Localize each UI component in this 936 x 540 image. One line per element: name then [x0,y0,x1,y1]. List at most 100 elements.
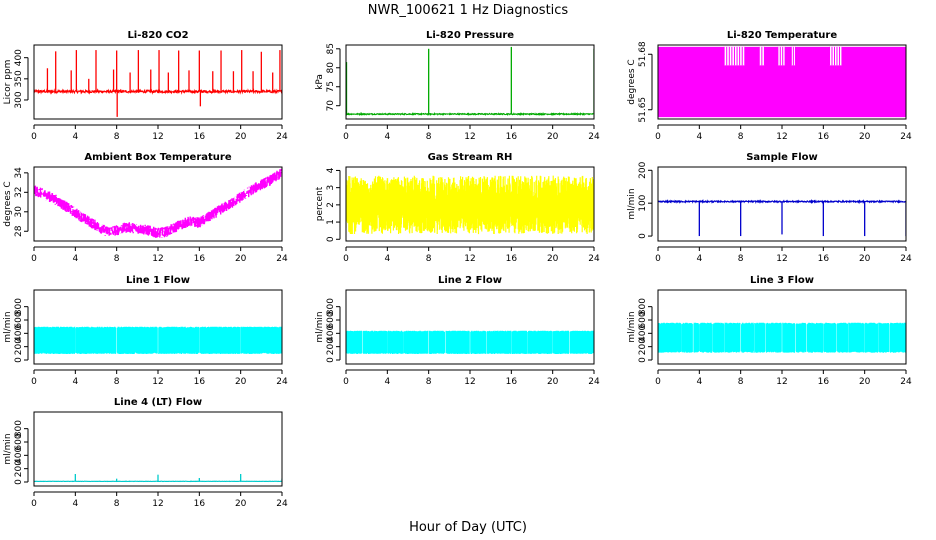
x-tick-label: 0 [655,254,661,264]
y-tick-label: 0 [14,357,24,363]
panel-title: Line 2 Flow [438,275,502,286]
plot-frame [657,166,907,242]
x-tick-label: 0 [31,132,37,142]
panel-6: Line 1 Flow ml/min 0 4 8 12 16 20 24 0 20040060080… [3,275,288,387]
x-tick-label: 12 [464,377,475,387]
x-tick-label: 24 [900,254,912,264]
y-tick-label: 400 [14,446,24,463]
plot-frame [33,44,283,120]
x-tick-label: 12 [464,132,475,142]
x-axis: 0 4 8 12 16 20 24 [655,246,912,264]
y-tick-label: 100 [638,194,648,211]
y-axis-label: ml/min [315,311,325,342]
x-axis: 0 4 8 12 16 20 24 [343,369,600,387]
series-7 [346,330,594,354]
x-tick-label: 0 [343,132,349,142]
y-tick-label: 0 [638,233,648,239]
x-tick-label: 8 [114,254,120,264]
x-tick-label: 16 [194,254,206,264]
x-axis: 0 4 8 12 16 20 24 [31,491,288,509]
plot-frame [33,411,283,487]
x-tick-label: 16 [194,132,206,142]
data-band [346,330,594,354]
y-tick-label: 400 [326,324,336,341]
panel-title: Line 4 (LT) Flow [114,397,202,408]
y-axis-label: ml/min [3,433,13,464]
x-tick-label: 20 [859,132,871,142]
y-tick-label: 30 [14,206,24,218]
x-tick-label: 8 [738,254,744,264]
x-tick-label: 8 [114,377,120,387]
x-tick-label: 4 [72,132,78,142]
y-tick-label: 80 [326,62,336,74]
series-2 [658,46,906,118]
y-tick-label: 1 [326,219,336,225]
panel-title: Sample Flow [746,152,818,163]
panel-9: Line 4 (LT) Flow ml/min 0 4 8 12 16 20 24 0 200400… [3,397,288,509]
x-tick-label: 0 [31,499,37,509]
y-tick-label: 800 [638,298,648,315]
x-tick-label: 0 [31,377,37,387]
x-tick-label: 4 [696,254,702,264]
x-axis: 0 4 8 12 16 20 24 [31,124,288,142]
panel-title: Li-820 CO2 [127,30,188,41]
y-axis-label: kPa [315,74,325,90]
y-tick-label: 400 [14,324,24,341]
y-tick-label: 800 [326,298,336,315]
panel-title: Line 3 Flow [750,275,814,286]
x-tick-label: 4 [696,132,702,142]
y-axis-label: percent [315,186,325,221]
y-tick-label: 28 [14,225,24,237]
x-tick-label: 8 [114,132,120,142]
y-axis-label: ml/min [3,311,13,342]
x-tick-label: 8 [738,377,744,387]
y-tick-label: 4 [326,167,336,173]
y-tick-label: 200 [638,338,648,355]
x-tick-label: 12 [152,377,163,387]
x-tick-label: 16 [194,499,206,509]
y-tick-label: 2 [326,202,336,208]
y-tick-label: 32 [14,187,24,198]
x-tick-label: 4 [384,254,390,264]
y-tick-label: 0 [638,357,648,363]
x-tick-label: 8 [738,132,744,142]
y-tick-label: 300 [14,91,24,108]
panel-8: Line 3 Flow ml/min 0 4 8 12 16 20 24 0 20040060080… [627,275,912,387]
x-axis: 0 4 8 12 16 20 24 [655,124,912,142]
y-tick-label: 0 [326,236,336,242]
x-tick-label: 16 [506,254,518,264]
x-tick-label: 12 [776,254,787,264]
x-tick-label: 4 [72,254,78,264]
x-axis: 0 4 8 12 16 20 24 [343,124,600,142]
plot-frame [345,44,595,120]
series-1 [346,46,594,117]
x-axis: 0 4 8 12 16 20 24 [31,369,288,387]
x-tick-label: 0 [31,254,37,264]
y-axis-label: Licor ppm [3,60,13,105]
x-tick-label: 0 [655,132,661,142]
x-tick-label: 12 [152,132,163,142]
x-tick-label: 8 [426,254,432,264]
data-band [34,326,282,354]
plot-frame [345,166,595,242]
x-tick-label: 4 [384,377,390,387]
y-tick-label: 400 [638,324,648,341]
panel-3: Ambient Box Temperature degrees C 0 4 8 12 16 2… [3,152,288,264]
x-tick-label: 0 [343,377,349,387]
panel-1: Li-820 Pressure kPa 0 4 8 12 16 20 24 70 75 80 85 [315,30,600,142]
plot-frame [33,289,283,365]
x-tick-label: 8 [426,377,432,387]
x-tick-label: 12 [776,377,787,387]
panel-5: Sample Flow ml/min 0 4 8 12 16 20 24 0 100 200 [627,152,912,264]
y-axis: 70 75 80 85 [326,43,341,111]
y-tick-label: 600 [14,433,24,450]
data-trace [34,88,282,95]
y-axis-label: ml/min [627,188,637,219]
x-tick-label: 16 [506,132,518,142]
y-tick-label: 51.68 [638,41,648,67]
data-trace [346,111,594,117]
y-tick-label: 51.65 [638,97,648,123]
